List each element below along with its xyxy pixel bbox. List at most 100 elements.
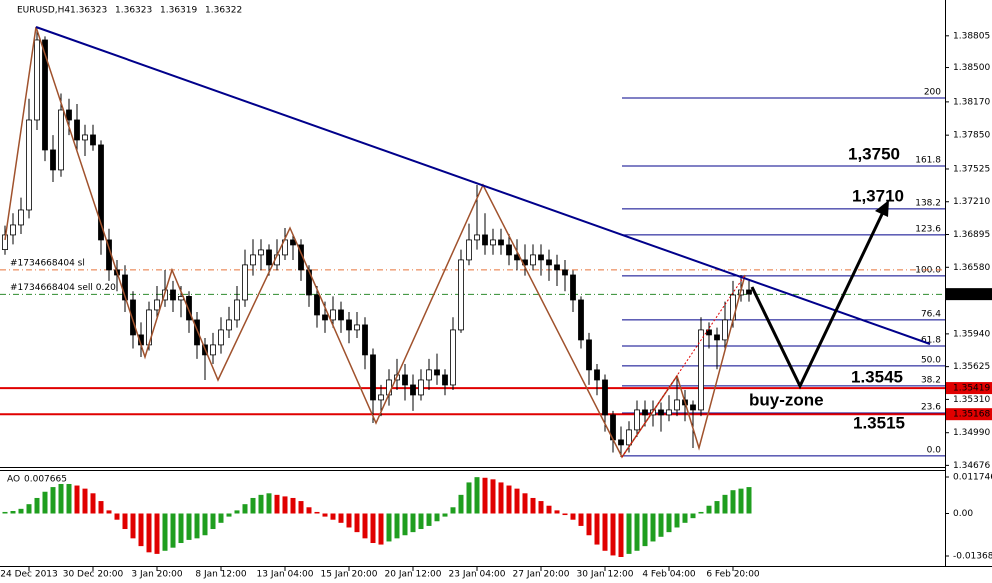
ao-bar [234, 510, 240, 514]
ao-bar [58, 483, 64, 514]
candle-body [466, 239, 472, 261]
x-tick-label: 23 Jan 04:00 [449, 570, 506, 580]
trend-line [35, 26, 931, 345]
candle-body [218, 329, 224, 346]
ao-bar [674, 513, 680, 528]
header-value: 1.36322 [205, 6, 242, 16]
candle-body [618, 439, 624, 446]
y-tick-label: 1.37525 [953, 164, 990, 174]
ao-bar [498, 482, 504, 514]
ao-bar [418, 513, 424, 530]
ao-bar [626, 513, 632, 554]
ao-bar [170, 513, 176, 548]
ao-bar [562, 513, 568, 516]
ao-bar [298, 501, 304, 514]
candle-body [82, 134, 88, 141]
ao-bar [258, 494, 264, 514]
ao-bar [706, 505, 712, 514]
annotation: 1,3750 [848, 144, 900, 163]
candle-body [90, 134, 96, 146]
ao-bar [34, 497, 40, 514]
candle-body [10, 224, 16, 236]
candle-body [330, 309, 336, 321]
ao-bar [250, 497, 256, 514]
ao-bar [514, 488, 520, 514]
y-tick-label: 1.37850 [953, 131, 990, 141]
ao-bar [82, 488, 88, 514]
ao-bar [346, 513, 352, 528]
ao-bar [18, 508, 24, 514]
candle-body [186, 296, 192, 321]
candle-body [570, 274, 576, 301]
candle-body [42, 39, 48, 151]
ao-bar [546, 505, 552, 514]
candle-body [546, 259, 552, 266]
candle-body [722, 319, 728, 341]
candle-body [194, 319, 200, 346]
candle-body [506, 244, 512, 256]
fib-label: 76.4 [921, 309, 941, 319]
ao-bar [698, 511, 704, 514]
x-tick-label: 4 Feb 04:00 [642, 570, 696, 580]
annotation: 1,3710 [852, 186, 904, 205]
ao-bar [746, 487, 752, 514]
ao-bar [154, 513, 160, 554]
candle-body [418, 379, 424, 396]
ao-bar [610, 513, 616, 556]
ao-bar [306, 507, 312, 514]
ao-bar [490, 479, 496, 514]
candle-body [706, 329, 712, 336]
forecast-path [750, 209, 886, 390]
candle-body [74, 119, 80, 141]
x-tick-label: 13 Jan 04:00 [257, 570, 314, 580]
ao-bar [106, 510, 112, 514]
candle-body [658, 409, 664, 416]
candle-body [666, 409, 672, 416]
candle-body [242, 264, 248, 301]
header-value: 1.36323 [70, 6, 107, 16]
arrow-head [875, 200, 889, 217]
candle-body [450, 329, 456, 386]
ao-bar [42, 491, 48, 514]
ao-bar [658, 513, 664, 537]
candle-body [690, 404, 696, 411]
ao-bar [482, 477, 488, 514]
candle-body [250, 254, 256, 266]
ao-bar [650, 513, 656, 542]
ao-bar [162, 513, 168, 551]
price-marker [946, 408, 992, 421]
ao-bar [554, 510, 560, 514]
y-tick-label: 1.34990 [953, 428, 990, 438]
ao-bar [618, 513, 624, 557]
ao-bar [370, 513, 376, 544]
fib-label: 38.2 [921, 375, 941, 385]
y-tick-label: 1.35940 [953, 329, 990, 339]
ao-bar [266, 493, 272, 514]
candle-body [538, 254, 544, 261]
ao-bar [330, 513, 336, 520]
candle-body [482, 234, 488, 246]
ao-bar [322, 513, 328, 517]
x-tick-label: 20 Jan 12:00 [385, 570, 442, 580]
candle-body [170, 289, 176, 301]
ao-bar [690, 513, 696, 519]
candle-body [354, 324, 360, 331]
ao-bar [98, 501, 104, 514]
ao-bar [66, 483, 72, 514]
ao-bar [146, 513, 152, 553]
ao-bar [362, 513, 368, 539]
ao-bar [634, 513, 640, 551]
candle-body [322, 314, 328, 321]
x-tick-label: 27 Jan 20:00 [513, 570, 570, 580]
ao-bar [586, 513, 592, 536]
candle-body [578, 299, 584, 341]
ao-bar [730, 490, 736, 514]
ao-bar [530, 497, 536, 514]
symbol-title: EURUSD,H4 [17, 6, 70, 16]
y-tick-label: 1.35625 [953, 362, 990, 372]
candle-body [210, 344, 216, 356]
ao-bar [538, 501, 544, 514]
fib-label: 0.0 [927, 445, 942, 455]
